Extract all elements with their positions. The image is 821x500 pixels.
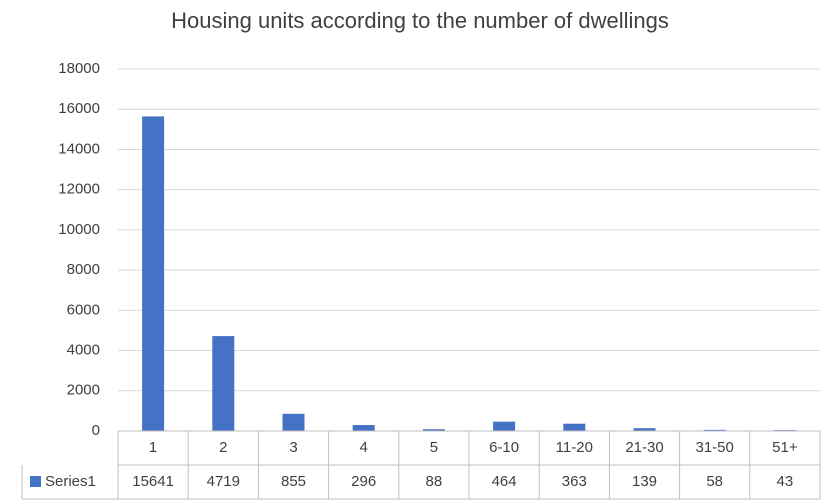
legend-label: Series1 [45, 473, 96, 490]
bar [352, 425, 375, 431]
y-tick-label: 0 [92, 422, 100, 439]
x-tick-label: 1 [149, 439, 157, 456]
y-tick-label: 6000 [67, 301, 100, 318]
table-value: 58 [706, 473, 723, 490]
bar [703, 429, 726, 431]
x-tick-label: 6-10 [489, 439, 519, 456]
y-tick-label: 10000 [58, 221, 100, 238]
x-tick-label: 2 [219, 439, 227, 456]
bar [212, 336, 235, 431]
bar [282, 413, 305, 431]
bar [422, 429, 445, 431]
y-tick-label: 2000 [67, 382, 100, 399]
x-tick-label: 11-20 [556, 439, 593, 456]
bar [563, 423, 586, 431]
x-tick-label: 51+ [772, 439, 798, 456]
table-value: 855 [281, 473, 306, 490]
bar [633, 428, 656, 431]
legend-swatch [30, 476, 41, 487]
table-value: 139 [632, 473, 657, 490]
table-value: 15641 [132, 473, 174, 490]
x-tick-label: 4 [360, 439, 368, 456]
table-value: 296 [351, 473, 376, 490]
y-tick-label: 14000 [58, 140, 100, 157]
y-tick-label: 4000 [67, 342, 100, 359]
table-value: 43 [777, 473, 794, 490]
x-tick-label: 5 [430, 439, 438, 456]
chart-title: Housing units according to the number of… [171, 8, 669, 33]
bar [493, 421, 516, 431]
y-tick-label: 16000 [58, 100, 100, 117]
table-value: 4719 [207, 473, 240, 490]
bar [142, 116, 165, 431]
x-tick-label: 3 [289, 439, 297, 456]
table-value: 363 [562, 473, 587, 490]
table-value: 88 [426, 473, 443, 490]
y-tick-label: 8000 [67, 261, 100, 278]
x-tick-label: 31-50 [696, 439, 734, 456]
y-tick-label: 12000 [58, 181, 100, 198]
x-tick-label: 21-30 [625, 439, 663, 456]
table-value: 464 [492, 473, 517, 490]
y-tick-label: 18000 [58, 60, 100, 77]
